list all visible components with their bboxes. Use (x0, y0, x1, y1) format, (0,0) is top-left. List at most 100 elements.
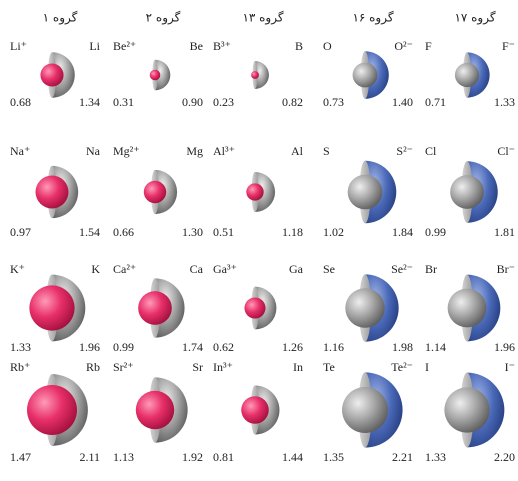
right-radius: 1.18 (282, 225, 303, 239)
left-label: Na⁺ (10, 144, 30, 158)
small-sphere (29, 285, 75, 331)
right-label: Se²⁻ (391, 262, 413, 276)
right-label: Ga (289, 262, 304, 276)
small-sphere (444, 387, 490, 433)
right-label: Sr (192, 360, 203, 374)
small-sphere (447, 288, 487, 328)
right-radius: 1.74 (182, 340, 203, 354)
left-radius: 1.16 (323, 340, 344, 354)
left-label: Al³⁺ (213, 144, 235, 158)
group-header: گروه ۱۶ (352, 11, 393, 26)
left-radius: 1.02 (323, 225, 344, 239)
right-radius: 1.98 (392, 340, 413, 354)
small-sphere (135, 390, 175, 430)
left-label: Li⁺ (10, 39, 27, 53)
right-label: F⁻ (502, 39, 515, 53)
right-radius: 1.81 (494, 225, 515, 239)
left-label: Br (425, 262, 437, 276)
small-sphere (40, 63, 64, 87)
left-label: Ca²⁺ (113, 262, 136, 276)
group-header: گروه ۱ (43, 11, 78, 26)
right-radius: 1.40 (392, 95, 413, 109)
right-label: Ca (190, 262, 204, 276)
left-radius: 1.33 (10, 340, 31, 354)
right-radius: 1.92 (182, 450, 203, 464)
left-radius: 0.31 (113, 95, 134, 109)
right-label: In (293, 360, 303, 374)
right-label: Te²⁻ (391, 360, 413, 374)
left-label: K⁺ (10, 262, 25, 276)
left-radius: 0.97 (10, 225, 31, 239)
right-label: O²⁻ (394, 39, 413, 53)
left-radius: 0.68 (10, 95, 31, 109)
right-label: B (295, 39, 303, 53)
small-sphere (454, 62, 480, 88)
right-radius: 1.26 (282, 340, 303, 354)
right-radius: 1.84 (392, 225, 413, 239)
right-label: I⁻ (505, 360, 515, 374)
left-label: F (425, 39, 432, 53)
small-sphere (347, 174, 383, 210)
right-label: Be (190, 39, 203, 53)
right-radius: 0.82 (282, 95, 303, 109)
left-label: Ga³⁺ (213, 262, 237, 276)
left-radius: 0.62 (213, 340, 234, 354)
large-hemisphere (255, 171, 276, 213)
small-sphere (352, 62, 378, 88)
small-sphere (345, 288, 385, 328)
left-radius: 0.81 (213, 450, 234, 464)
left-radius: 0.73 (323, 95, 344, 109)
left-label: Se (323, 262, 335, 276)
small-sphere (27, 385, 77, 435)
right-radius: 1.96 (79, 340, 100, 354)
right-label: Na (86, 144, 101, 158)
small-sphere (143, 180, 167, 204)
left-radius: 1.13 (113, 450, 134, 464)
left-radius: 0.66 (113, 225, 134, 239)
left-label: S (323, 144, 330, 158)
small-sphere (450, 175, 484, 209)
right-label: Rb (86, 360, 100, 374)
large-hemisphere (155, 59, 171, 91)
left-label: I (425, 360, 429, 374)
left-radius: 0.71 (425, 95, 446, 109)
right-radius: 2.11 (79, 450, 100, 464)
right-label: Mg (186, 144, 203, 158)
left-radius: 1.33 (425, 450, 446, 464)
right-radius: 2.20 (494, 450, 515, 464)
left-radius: 0.99 (113, 340, 134, 354)
left-radius: 1.47 (10, 450, 31, 464)
right-radius: 1.54 (79, 225, 100, 239)
group-header: گروه ۱۳ (242, 11, 283, 26)
left-label: Mg²⁺ (113, 144, 140, 158)
left-label: In³⁺ (213, 360, 233, 374)
left-radius: 0.51 (213, 225, 234, 239)
right-radius: 1.30 (182, 225, 203, 239)
left-radius: 0.99 (425, 225, 446, 239)
right-label: S²⁻ (396, 144, 413, 158)
right-label: K (91, 262, 100, 276)
left-label: B³⁺ (213, 39, 231, 53)
small-sphere (241, 396, 269, 424)
right-label: Cl⁻ (497, 144, 515, 158)
left-label: Sr²⁺ (113, 360, 134, 374)
right-label: Al (291, 144, 304, 158)
left-label: Te (323, 360, 335, 374)
right-label: Br⁻ (497, 262, 515, 276)
group-header: گروه ۱۷ (454, 11, 495, 26)
small-sphere (149, 69, 161, 81)
left-label: Be²⁺ (113, 39, 136, 53)
left-label: Rb⁺ (10, 360, 30, 374)
right-radius: 1.44 (282, 450, 303, 464)
left-label: O (323, 39, 332, 53)
right-radius: 1.34 (79, 95, 100, 109)
right-radius: 0.90 (182, 95, 203, 109)
group-header: گروه ۲ (146, 11, 181, 26)
right-label: Li (89, 39, 100, 53)
left-radius: 1.14 (425, 340, 446, 354)
left-radius: 0.23 (213, 95, 234, 109)
small-sphere (35, 175, 69, 209)
right-radius: 1.33 (494, 95, 515, 109)
right-radius: 1.96 (494, 340, 515, 354)
